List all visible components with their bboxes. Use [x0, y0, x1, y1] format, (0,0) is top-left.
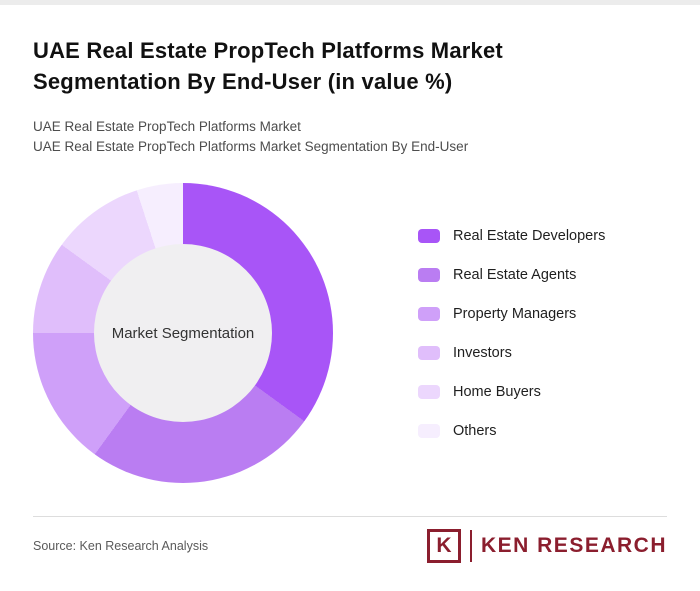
- source-text: Source: Ken Research Analysis: [33, 539, 209, 553]
- logo-k-icon: K: [426, 529, 461, 563]
- legend: Real Estate Developers Real Estate Agents…: [418, 183, 605, 462]
- legend-swatch: [418, 345, 440, 360]
- legend-item: Others: [418, 422, 605, 439]
- subtitle-segmentation: UAE Real Estate PropTech Platforms Marke…: [33, 139, 469, 154]
- logo-separator: [469, 530, 472, 562]
- logo-wordmark: KEN RESEARCH: [480, 534, 667, 557]
- ken-research-logo: K KEN RESEARCH: [426, 529, 667, 563]
- subtitle-block: UAE Real Estate PropTech Platforms Marke…: [33, 117, 667, 157]
- chart-area: Market Segmentation Real Estate Develope…: [33, 183, 667, 483]
- legend-swatch: [418, 384, 440, 399]
- donut-center-label: Market Segmentation: [111, 324, 255, 342]
- legend-item: Real Estate Developers: [418, 227, 606, 244]
- legend-swatch: [418, 306, 440, 321]
- subtitle-market: UAE Real Estate PropTech Platforms Marke…: [33, 119, 301, 134]
- legend-item: Property Managers: [418, 305, 605, 322]
- legend-label: Real Estate Developers: [453, 227, 606, 244]
- legend-swatch: [418, 423, 440, 438]
- legend-item: Investors: [418, 344, 605, 361]
- legend-label: Home Buyers: [453, 383, 541, 400]
- footer-divider: [33, 516, 667, 517]
- legend-swatch: [418, 228, 440, 243]
- legend-swatch: [418, 267, 440, 282]
- legend-label: Real Estate Agents: [453, 266, 577, 283]
- legend-label: Investors: [453, 344, 512, 361]
- legend-item: Home Buyers: [418, 383, 605, 400]
- donut-chart: Market Segmentation: [33, 183, 333, 483]
- page-title: UAE Real Estate PropTech Platforms Marke…: [33, 38, 503, 94]
- legend-label: Property Managers: [453, 305, 577, 322]
- footer: Source: Ken Research Analysis K KEN RESE…: [33, 529, 667, 563]
- legend-label: Others: [453, 422, 497, 439]
- donut-center: Market Segmentation: [94, 244, 272, 422]
- legend-item: Real Estate Agents: [418, 266, 605, 283]
